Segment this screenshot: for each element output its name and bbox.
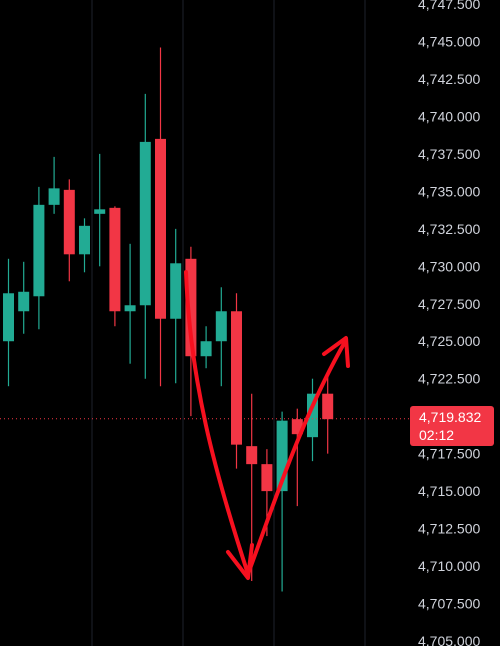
- candle-up: [18, 291, 30, 312]
- candle-down: [155, 138, 166, 319]
- candle-up: [3, 293, 14, 342]
- y-tick-label: 4,717.500: [418, 446, 480, 462]
- candle-down: [261, 464, 273, 492]
- candle-down: [291, 419, 303, 435]
- y-tick-label: 4,730.000: [418, 258, 480, 274]
- candle-down: [322, 393, 334, 420]
- up-arrow-stroke: [246, 338, 348, 576]
- y-tick-label: 4,722.500: [418, 371, 480, 387]
- candle-down: [185, 258, 197, 357]
- y-axis-ticks: 4,747.500 4,745.000 4,742.500 4,740.000 4,73…: [418, 0, 480, 646]
- y-tick-label: 4,710.000: [418, 558, 480, 574]
- candle-down: [246, 446, 258, 465]
- down-arrowhead: [226, 543, 254, 580]
- y-tick-label: 4,745.000: [418, 33, 480, 49]
- candle-up: [48, 188, 60, 205]
- up-arrowhead: [322, 336, 350, 368]
- candles: [3, 47, 334, 592]
- candle-up: [33, 204, 45, 297]
- y-tick-label: 4,715.000: [418, 483, 480, 499]
- y-tick-label: 4,727.500: [418, 296, 480, 312]
- down-arrow-stroke: [184, 270, 250, 576]
- y-tick-label: 4,707.500: [418, 596, 480, 612]
- y-tick-label: 4,742.500: [418, 71, 480, 87]
- candle-down: [231, 311, 242, 445]
- y-tick-label: 4,712.500: [418, 521, 480, 537]
- y-tick-label: 4,732.500: [418, 221, 480, 237]
- y-tick-label: 4,705.000: [418, 633, 480, 646]
- candle-up: [79, 225, 90, 255]
- candle-up: [94, 209, 106, 214]
- candle-up: [307, 393, 318, 438]
- y-tick-label: 4,737.500: [418, 146, 480, 162]
- hand-drawn-arrows: [184, 270, 350, 580]
- candle-up: [276, 420, 288, 492]
- candle-up: [200, 341, 212, 357]
- current-price-tag: 4,719.832 02:12: [410, 406, 494, 446]
- grid-lines: [91, 0, 366, 646]
- candle-up: [215, 311, 227, 342]
- y-tick-label: 4,740.000: [418, 108, 480, 124]
- candle-up: [139, 141, 151, 306]
- candle-up: [124, 305, 136, 312]
- current-price-value: 4,719.832: [419, 409, 482, 425]
- y-tick-label: 4,725.000: [418, 333, 480, 349]
- candle-down: [63, 189, 75, 255]
- y-tick-label: 4,747.500: [418, 0, 480, 12]
- candle-countdown: 02:12: [419, 427, 455, 443]
- candle-down: [109, 207, 121, 312]
- y-tick-label: 4,735.000: [418, 183, 480, 199]
- candle-up: [170, 263, 182, 319]
